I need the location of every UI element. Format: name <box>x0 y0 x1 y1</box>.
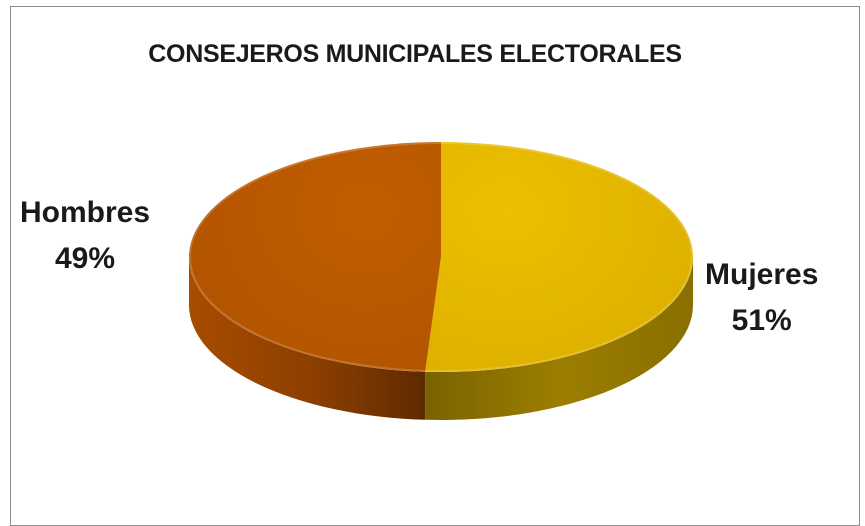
chart-title: CONSEJEROS MUNICIPALES ELECTORALES <box>148 40 682 68</box>
slice-name-mujeres: Mujeres <box>705 258 819 291</box>
slice-percent-mujeres: 51% <box>731 304 792 337</box>
pie-chart <box>189 142 694 420</box>
slice-side-mujeres <box>425 257 693 420</box>
slice-name-hombres: Hombres <box>20 196 151 229</box>
slice-label-mujeres: Mujeres 51% <box>705 252 818 344</box>
slice-side-hombres <box>189 257 426 420</box>
pie-rim <box>189 142 693 372</box>
slice-mujeres <box>425 142 694 373</box>
slice-label-hombres: Hombres 49% <box>20 190 150 282</box>
slice-hombres <box>189 142 441 372</box>
slice-percent-hombres: 49% <box>55 242 116 275</box>
